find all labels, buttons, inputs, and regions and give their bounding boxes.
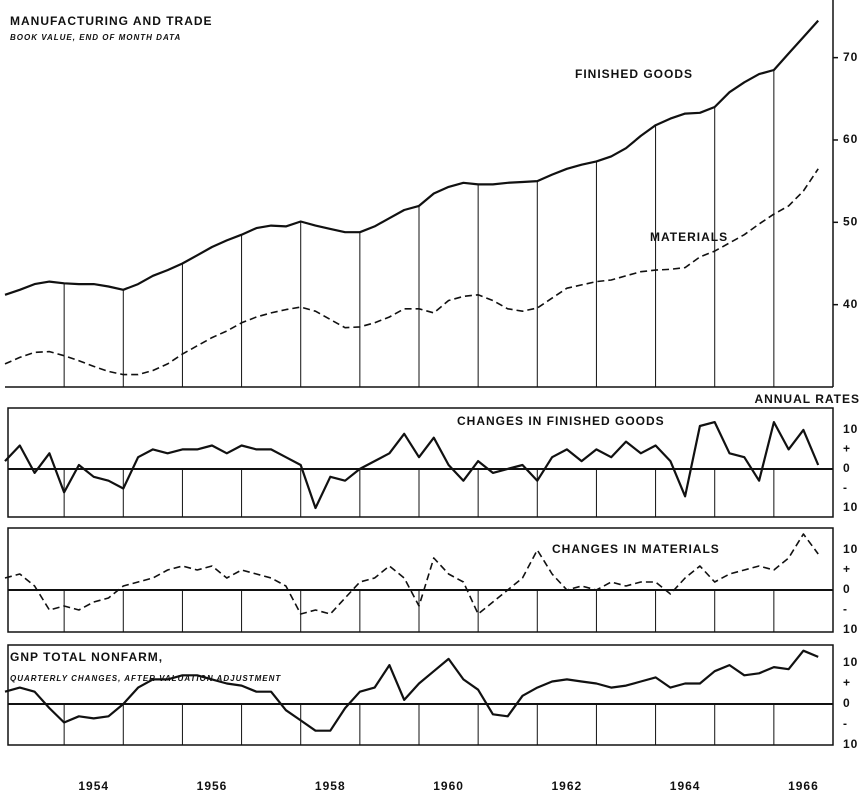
x-tick-label: 1964 <box>670 779 701 793</box>
panel-title: CHANGES IN MATERIALS <box>552 542 720 556</box>
y-tick-label: 0 <box>843 582 851 596</box>
y-tick-label: 60 <box>843 132 858 146</box>
x-tick-label: 1966 <box>788 779 819 793</box>
series-label: MATERIALS <box>650 230 728 244</box>
panel-frame <box>7 407 834 518</box>
y-tick-label: + <box>843 442 851 456</box>
y-tick-label: 10 <box>843 655 858 669</box>
data-line <box>4 649 819 732</box>
panel-title: MANUFACTURING AND TRADE <box>10 14 213 28</box>
y-tick-label: 10 <box>843 542 858 556</box>
panel-frame <box>7 527 834 633</box>
y-tick-label: 10 <box>843 422 858 436</box>
y-tick-label: 0 <box>843 461 851 475</box>
y-tick-label: 40 <box>843 297 858 311</box>
x-tick-label: 1954 <box>78 779 109 793</box>
y-tick-label: 10 <box>843 500 858 514</box>
x-tick-label: 1960 <box>433 779 464 793</box>
y-tick-label: 0 <box>843 696 851 710</box>
y-tick-label: - <box>843 602 848 616</box>
panel-title: CHANGES IN FINISHED GOODS <box>457 414 665 428</box>
x-tick-label: 1962 <box>552 779 583 793</box>
x-tick-label: 1956 <box>197 779 228 793</box>
panel-title: GNP TOTAL NONFARM, <box>10 650 163 664</box>
data-line <box>4 168 819 376</box>
data-line <box>4 533 819 615</box>
data-line <box>4 19 820 296</box>
annotation: ANNUAL RATES <box>754 392 860 406</box>
y-tick-label: - <box>843 481 848 495</box>
y-tick-label: 10 <box>843 622 858 636</box>
y-tick-label: - <box>843 717 848 731</box>
y-tick-label: + <box>843 676 851 690</box>
x-tick-label: 1958 <box>315 779 346 793</box>
y-tick-label: + <box>843 562 851 576</box>
y-tick-label: 50 <box>843 214 858 228</box>
y-tick-label: 10 <box>843 737 858 751</box>
panel-subtitle: BOOK VALUE, END OF MONTH DATA <box>10 33 181 42</box>
panel-frame <box>7 644 834 746</box>
data-line <box>4 421 820 510</box>
series-label: FINISHED GOODS <box>575 67 693 81</box>
y-tick-label: 70 <box>843 50 858 64</box>
panel-subtitle: QUARTERLY CHANGES, AFTER VALUATION ADJUS… <box>10 674 281 683</box>
